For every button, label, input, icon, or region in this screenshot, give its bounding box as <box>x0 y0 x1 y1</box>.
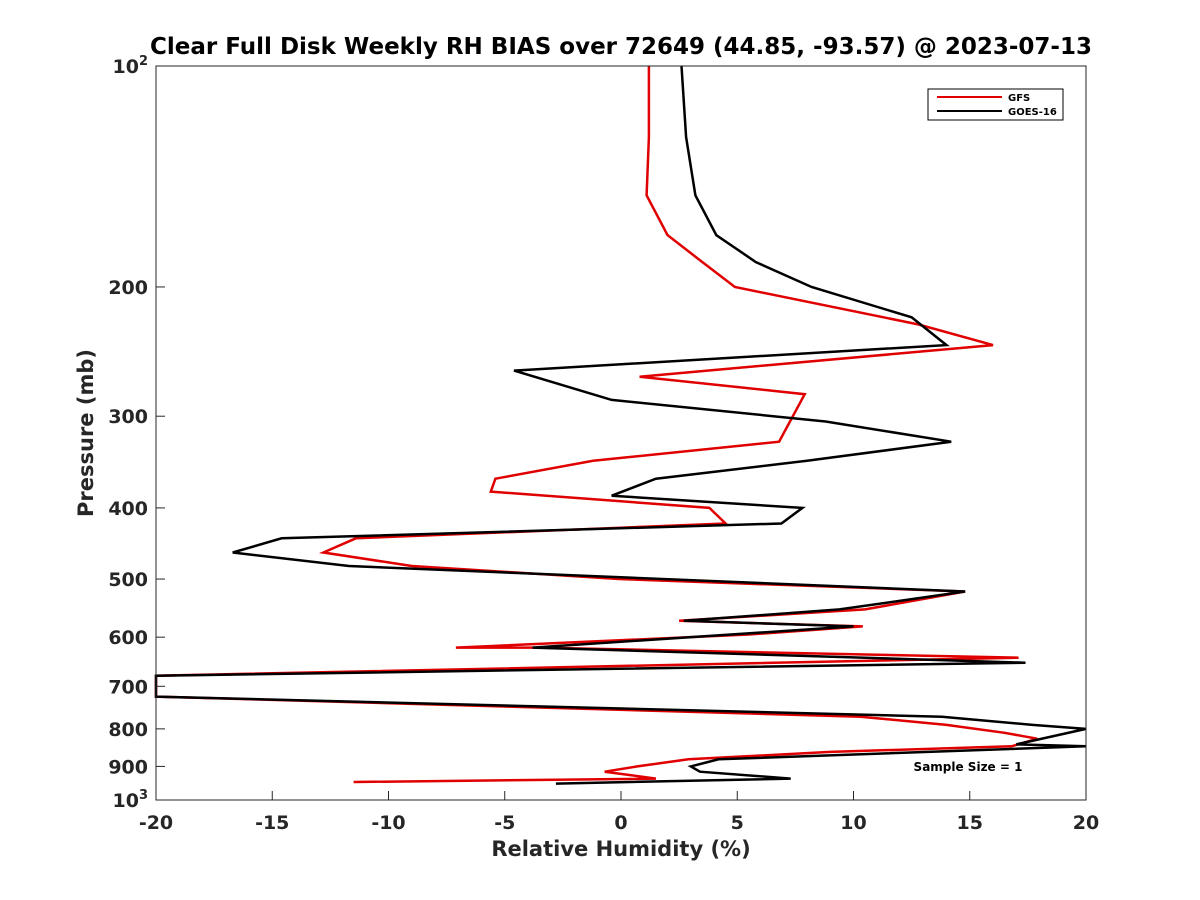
y-tick-label: 800 <box>108 719 148 741</box>
y-axis-ticks: 102 200 300 400 500 600 700 800 900 103 <box>108 54 165 812</box>
legend: GFS GOES-16 <box>927 88 1064 121</box>
x-tick-label: 10 <box>840 812 866 834</box>
x-tick-label: -20 <box>139 812 173 834</box>
y-tick-label: 900 <box>108 756 148 778</box>
x-tick-label: 15 <box>957 812 983 834</box>
y-tick-label: 700 <box>108 676 148 698</box>
sample-size-annotation: Sample Size = 1 <box>914 760 1023 774</box>
y-tick-label: 103 <box>113 788 149 812</box>
legend-label-gfs: GFS <box>1008 93 1030 104</box>
y-tick-label: 200 <box>108 277 148 299</box>
y-tick-label: 600 <box>108 627 148 649</box>
x-axis-label: Relative Humidity (%) <box>491 837 750 861</box>
series-line-goes16 <box>154 65 1087 785</box>
x-tick-label: -5 <box>494 812 515 834</box>
x-tick-label: -15 <box>255 812 289 834</box>
chart-title: Clear Full Disk Weekly RH BIAS over 7264… <box>150 34 1092 60</box>
x-axis-ticks: -20 -15 -10 -5 0 5 10 15 20 <box>139 791 1099 834</box>
x-tick-label: 20 <box>1073 812 1099 834</box>
legend-label-goes16: GOES-16 <box>1008 107 1057 118</box>
y-tick-label: 102 <box>113 54 149 78</box>
y-axis-label: Pressure (mb) <box>74 349 98 517</box>
x-tick-label: -10 <box>371 812 405 834</box>
y-tick-label: 500 <box>108 569 148 591</box>
y-tick-label: 300 <box>108 406 148 428</box>
legend-box <box>927 88 1064 121</box>
y-tick-label: 400 <box>108 498 148 520</box>
plot-frame <box>155 65 1087 801</box>
x-tick-label: 0 <box>614 812 627 834</box>
x-tick-label: 5 <box>731 812 744 834</box>
plot-lines <box>154 65 1087 785</box>
